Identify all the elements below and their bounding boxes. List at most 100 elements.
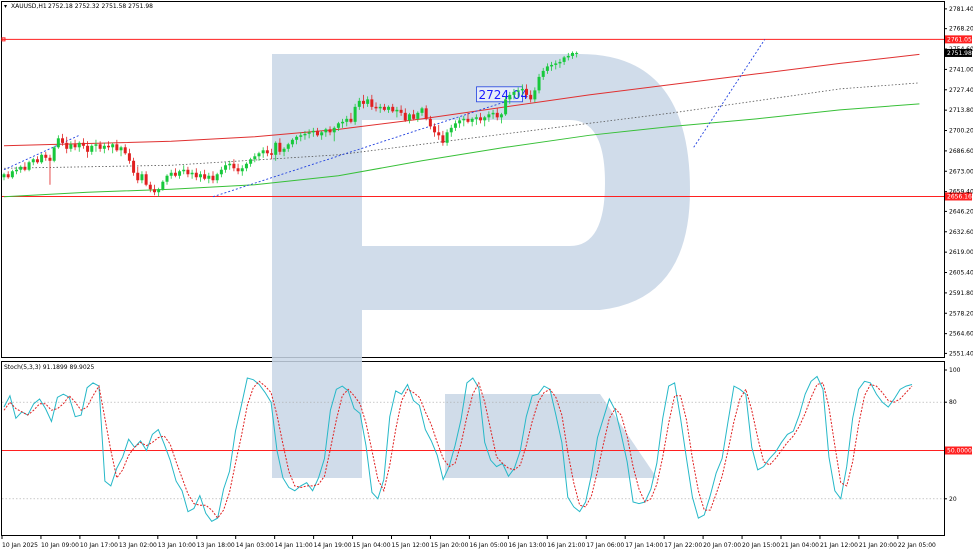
candle xyxy=(525,84,528,98)
candle xyxy=(537,73,541,94)
candle xyxy=(165,174,169,185)
candle xyxy=(508,91,512,104)
candles-layer xyxy=(2,51,579,197)
x-tick-label: 13 Jan 10:00 xyxy=(158,542,196,549)
candle xyxy=(441,130,445,146)
candle xyxy=(399,105,403,116)
candle-body xyxy=(458,120,462,124)
candle-body xyxy=(541,70,545,77)
stoch-line-signal xyxy=(3,380,913,519)
candle-body xyxy=(286,144,290,149)
candle-body xyxy=(81,142,85,146)
candle xyxy=(182,165,186,175)
candle-body xyxy=(512,91,516,95)
moving-average-red xyxy=(3,53,920,147)
x-tick-label: 10 Jan 09:00 xyxy=(41,542,79,549)
candle-body xyxy=(525,88,528,95)
price-ytick-label: 2713.80 xyxy=(949,107,973,114)
candle xyxy=(140,171,144,184)
candle-body xyxy=(483,117,487,121)
candle-body xyxy=(529,94,533,100)
candle-body xyxy=(282,148,286,152)
candle-body xyxy=(6,174,10,178)
x-tick-label: 17 Jan 06:00 xyxy=(586,542,624,549)
candle-body xyxy=(499,114,503,118)
candle-body xyxy=(437,132,441,136)
candle-body xyxy=(416,112,420,119)
candle-body xyxy=(407,114,411,121)
candle xyxy=(244,162,248,172)
candle xyxy=(387,105,391,113)
candle xyxy=(303,130,307,140)
x-tick-label: 14 Jan 11:00 xyxy=(275,542,313,549)
x-tick-label: 10 Jan 17:00 xyxy=(80,542,118,549)
candle-body xyxy=(550,64,554,67)
price-ytick-label: 2632.60 xyxy=(949,229,973,236)
candle-body xyxy=(558,61,562,64)
x-tick-label: 20 Jan 15:00 xyxy=(742,542,780,549)
candle-body xyxy=(479,117,483,121)
x-tick-label: 21 Jan 20:00 xyxy=(859,542,897,549)
candle xyxy=(311,127,315,137)
level-tag-1 xyxy=(945,192,972,201)
candle xyxy=(86,141,90,158)
indicator-label: Stoch(5,3,3) 91.1899 89.9025 xyxy=(4,364,95,371)
candle xyxy=(336,121,340,131)
price-ytick-label: 2659.40 xyxy=(949,189,973,196)
candle xyxy=(2,172,6,181)
candle-body xyxy=(203,174,207,179)
candle xyxy=(570,51,574,59)
price-annotation-label: 2724.04 xyxy=(479,88,529,102)
level-anchor-marker[interactable] xyxy=(1,37,6,42)
candle-body xyxy=(215,174,219,181)
candle xyxy=(437,124,441,140)
candle xyxy=(324,127,328,137)
candle xyxy=(152,184,156,196)
candle xyxy=(512,88,516,100)
candle-body xyxy=(270,153,274,155)
candle xyxy=(44,151,48,161)
candle xyxy=(61,133,65,146)
candle xyxy=(98,141,102,152)
candle-body xyxy=(111,144,115,148)
stoch-ytick-label: 20 xyxy=(949,496,957,503)
candle-body xyxy=(219,169,223,175)
candle-body xyxy=(52,147,56,161)
candle-body xyxy=(119,147,123,151)
candle xyxy=(453,120,457,131)
candle xyxy=(286,142,290,152)
candle xyxy=(353,103,357,125)
candle-body xyxy=(127,153,131,161)
candle-body xyxy=(428,118,432,127)
candle xyxy=(73,139,77,151)
price-ytick-label: 2551.40 xyxy=(949,350,973,357)
candle xyxy=(378,103,382,113)
candle xyxy=(65,136,69,154)
trendline-projection xyxy=(693,39,766,148)
candle xyxy=(119,145,123,157)
candle-body xyxy=(441,135,445,143)
candle xyxy=(40,153,44,164)
candle-body xyxy=(328,129,332,133)
candle xyxy=(374,102,378,112)
candle xyxy=(495,108,499,121)
candle-body xyxy=(357,100,361,107)
x-tick-label: 16 Jan 13:00 xyxy=(508,542,546,549)
candle-body xyxy=(466,118,470,122)
price-ytick-label: 2700.20 xyxy=(949,128,973,135)
candle-body xyxy=(366,99,370,104)
candle xyxy=(412,109,416,121)
candle-body xyxy=(257,153,261,157)
candle-body xyxy=(274,142,278,155)
candle-body xyxy=(253,156,257,160)
candle-body xyxy=(140,174,144,181)
candle-body xyxy=(341,121,345,124)
candle-body xyxy=(98,144,102,149)
chart-header-icon[interactable]: ▾ xyxy=(4,3,7,10)
candle-body xyxy=(190,172,194,175)
candle xyxy=(278,138,282,155)
candle xyxy=(533,87,537,103)
candle xyxy=(219,166,223,178)
candle xyxy=(132,157,136,176)
